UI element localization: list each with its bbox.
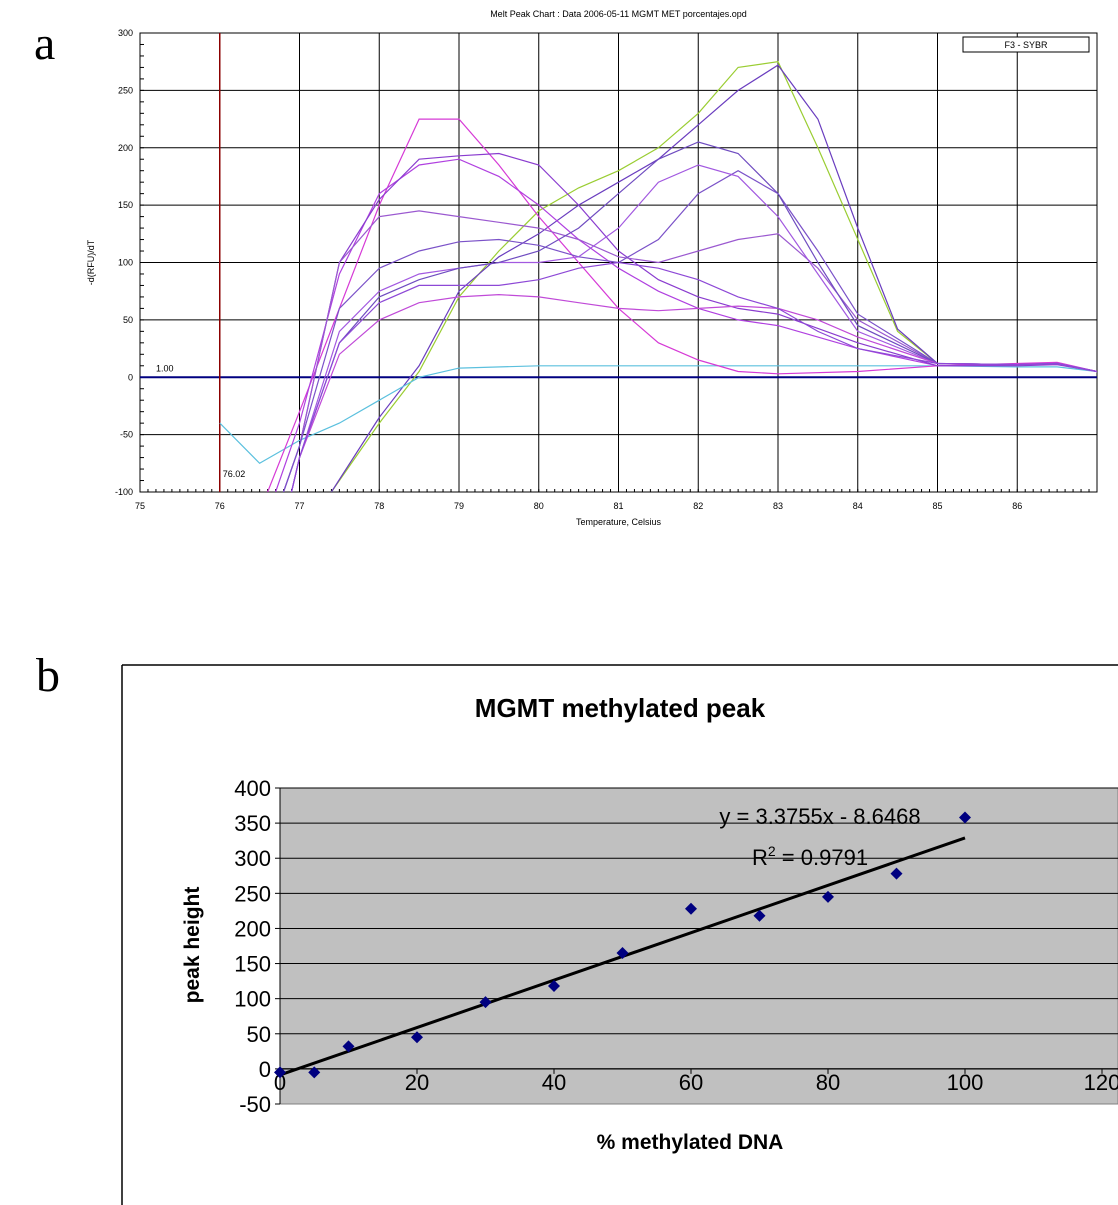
chart-a-series-group [219, 61, 1097, 492]
chart-b-y-tick-label: 350 [234, 811, 271, 836]
chart-a-x-tick-label: 76 [215, 501, 225, 511]
chart-a-y-tick-label: 200 [118, 143, 133, 153]
chart-b-y-axis-label: peak height [181, 887, 204, 1004]
chart-b-plot-area [279, 787, 1118, 1105]
chart-b-data-point [890, 867, 903, 880]
chart-a-frame [139, 32, 1098, 493]
chart-a-y-tick-label: -50 [120, 430, 133, 440]
chart-a-threshold-label: 1.00 [156, 363, 174, 373]
chart-b-equation-label: y = 3.3755x - 8.6468 [719, 804, 920, 829]
chart-a-series-line-10 [290, 141, 1097, 492]
chart-b-x-tick-label: 0 [274, 1070, 286, 1095]
chart-a-x-tick-label: 81 [613, 501, 623, 511]
chart-a-x-tick-label: 79 [454, 501, 464, 511]
chart-a-y-tick-label: 0 [128, 372, 133, 382]
chart-a-x-tick-label: 86 [1012, 501, 1022, 511]
chart-b-y-tick-label: -50 [239, 1092, 271, 1117]
chart-a-x-tick-label: 84 [853, 501, 863, 511]
panel-label-a: a [34, 17, 56, 70]
chart-b-r2-superscript: 2 [768, 843, 776, 859]
chart-a-legend-box [962, 36, 1090, 53]
chart-a-series-line-8 [282, 170, 1097, 492]
chart-a-y-tick-label: 100 [118, 258, 133, 268]
chart-b-x-tick-label: 60 [679, 1070, 703, 1095]
chart-b-y-tick-label: 100 [234, 987, 271, 1012]
chart-b-y-tick-label: 250 [234, 881, 271, 906]
chart-b-x-tick-label: 20 [405, 1070, 429, 1095]
chart-b-y-tick-label: 150 [234, 952, 271, 977]
chart-b-data-point [479, 996, 492, 1009]
chart-b-data-point [342, 1040, 355, 1053]
chart-b-x-tick-label: 40 [542, 1070, 566, 1095]
chart-a-series-line-6 [282, 152, 1097, 492]
chart-b-y-tick-label: 300 [234, 846, 271, 871]
chart-a-marker-label: 76.02 [223, 469, 246, 479]
chart-b-r2-value: = 0.9791 [776, 845, 868, 870]
chart-b-data-point [616, 947, 629, 960]
chart-b-data-point [308, 1066, 321, 1079]
melt-peak-chart: Melt Peak Chart : Data 2006-05-11 MGMT M… [86, 9, 1098, 527]
chart-b-data-point [274, 1066, 286, 1079]
chart-a-y-tick-label: -100 [115, 487, 133, 497]
chart-b-data-point [685, 902, 697, 915]
chart-a-x-tick-label: 78 [374, 501, 384, 511]
chart-a-x-tick-label: 83 [773, 501, 783, 511]
chart-a-y-axis-label: -d(RFU)/dT [86, 239, 96, 285]
chart-a-series-line-11 [290, 293, 1097, 492]
chart-a-x-tick-label: 80 [534, 501, 544, 511]
panel-label-b: b [36, 649, 60, 702]
chart-b-y-tick-label: 0 [259, 1057, 271, 1082]
chart-b-x-axis-label: % methylated DNA [597, 1131, 784, 1154]
chart-b-data-point [411, 1031, 423, 1044]
chart-b-data-point [548, 980, 560, 993]
chart-b-y-tick-label: 400 [234, 776, 271, 801]
chart-a-y-tick-label: 300 [118, 28, 133, 38]
chart-a-y-tick-label: 50 [123, 315, 133, 325]
chart-b-x-tick-label: 100 [947, 1070, 984, 1095]
chart-a-legend-label: F3 - SYBR [1004, 40, 1048, 50]
chart-a-series-line-9 [290, 164, 1097, 492]
chart-a-y-tick-label: 250 [118, 85, 133, 95]
chart-a-x-axis-label: Temperature, Celsius [576, 517, 662, 527]
chart-b-data-point [822, 890, 834, 903]
chart-b-x-tick-label: 120 [1084, 1070, 1118, 1095]
chart-b-y-tick-label: 200 [234, 916, 271, 941]
chart-a-title: Melt Peak Chart : Data 2006-05-11 MGMT M… [490, 9, 747, 19]
chart-a-x-tick-label: 85 [932, 501, 942, 511]
chart-a-x-tick-label: 77 [294, 501, 304, 511]
chart-a-series-line-12 [290, 261, 1097, 492]
chart-a-series-line-7 [282, 210, 1097, 492]
chart-b-r2-prefix: R [752, 845, 768, 870]
chart-a-x-tick-label: 82 [693, 501, 703, 511]
chart-b-r2-label: R2 = 0.9791 [752, 843, 868, 870]
chart-a-y-tick-label: 150 [118, 200, 133, 210]
chart-b-y-tick-label: 50 [247, 1022, 271, 1047]
chart-b-x-tick-label: 80 [816, 1070, 840, 1095]
chart-a-x-tick-label: 75 [135, 501, 145, 511]
chart-b-data-point [753, 909, 766, 922]
chart-b-title: MGMT methylated peak [475, 693, 766, 723]
chart-b-data-point [959, 811, 971, 824]
